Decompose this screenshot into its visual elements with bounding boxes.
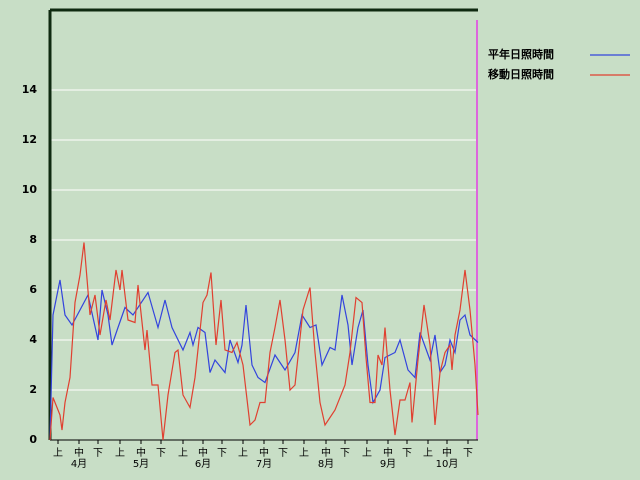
x-tick-label: 下	[340, 448, 350, 459]
y-tick-label: 12	[22, 133, 37, 146]
x-tick-label: 下	[217, 448, 227, 459]
x-tick-label: 中	[136, 446, 146, 459]
legend-label: 平年日照時間	[488, 47, 554, 61]
month-label: 4月	[71, 458, 87, 470]
y-tick-label: 4	[29, 333, 37, 346]
x-tick-label: 上	[423, 447, 433, 459]
x-tick-label: 上	[115, 447, 125, 459]
legend-label: 移動日照時間	[488, 67, 554, 81]
x-tick-label: 下	[278, 448, 288, 459]
x-tick-label: 上	[178, 447, 188, 459]
y-tick-label: 0	[29, 433, 37, 446]
x-tick-label: 中	[74, 446, 84, 459]
y-tick-label: 14	[22, 83, 38, 96]
x-tick-label: 中	[442, 446, 452, 459]
x-tick-label: 中	[321, 446, 331, 459]
line-series	[49, 242, 479, 441]
x-tick-label: 下	[93, 448, 103, 459]
month-label: 9月	[380, 458, 396, 470]
x-tick-label: 上	[299, 447, 309, 459]
month-label: 7月	[256, 458, 272, 470]
y-tick-label: 2	[29, 383, 37, 396]
x-tick-label: 中	[259, 446, 269, 459]
x-tick-label: 下	[463, 448, 473, 459]
x-tick-label: 中	[198, 446, 208, 459]
line-series	[49, 279, 479, 441]
x-tick-label: 下	[402, 448, 412, 459]
y-tick-label: 10	[22, 183, 38, 196]
x-tick-label: 上	[362, 447, 372, 459]
x-tick-label: 中	[383, 446, 393, 459]
month-label: 5月	[133, 458, 149, 470]
x-tick-label: 上	[53, 447, 63, 459]
month-label: 6月	[195, 458, 211, 470]
month-label: 8月	[318, 458, 334, 470]
y-tick-label: 8	[29, 233, 37, 246]
x-tick-label: 下	[156, 448, 166, 459]
month-label: 10月	[436, 458, 459, 470]
y-tick-label: 6	[29, 283, 37, 296]
x-tick-label: 上	[238, 447, 248, 459]
